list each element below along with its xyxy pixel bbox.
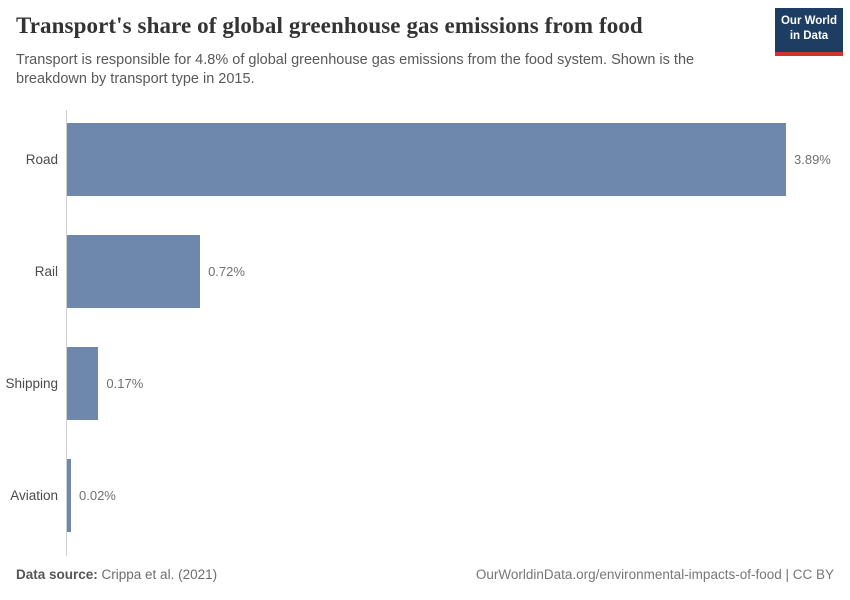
bar-chart: Road 3.89% Rail 0.72% Shipping 0.17% Aviation 0… <box>0 110 850 556</box>
chart-footer: Data source: Crippa et al. (2021) OurWor… <box>16 567 834 582</box>
category-label: Rail <box>34 264 58 279</box>
y-axis-line <box>66 110 67 556</box>
bar <box>67 123 786 196</box>
bar-row: Aviation 0.02% <box>0 459 850 532</box>
value-label: 0.17% <box>106 376 144 391</box>
bar-row: Road 3.89% <box>0 123 850 196</box>
category-label: Aviation <box>10 488 58 503</box>
bar <box>67 235 201 308</box>
logo-line-1: Our World <box>780 15 837 27</box>
chart-subtitle: Transport is responsible for 4.8% of glo… <box>16 52 695 87</box>
value-label: 3.89% <box>794 152 831 167</box>
logo-line-2: in Data <box>789 29 829 42</box>
bar <box>67 347 99 420</box>
page-title: Transport's share of global greenhouse g… <box>16 13 643 38</box>
value-label: 0.72% <box>208 264 245 279</box>
owid-logo: Our World in Data <box>775 8 843 56</box>
bar-row: Rail 0.72% <box>0 235 850 308</box>
license-note: OurWorldinData.org/environmental-impacts… <box>475 567 834 582</box>
data-source: Data source: Crippa et al. (2021) <box>16 567 217 582</box>
data-source-label: Data source: <box>16 567 98 582</box>
value-label: 0.02% <box>79 488 116 503</box>
data-source-value: Crippa et al. (2021) <box>97 567 218 582</box>
category-label: Shipping <box>5 376 58 391</box>
category-label: Road <box>25 152 58 167</box>
bar-row: Shipping 0.17% <box>0 347 850 420</box>
bar <box>67 459 71 532</box>
